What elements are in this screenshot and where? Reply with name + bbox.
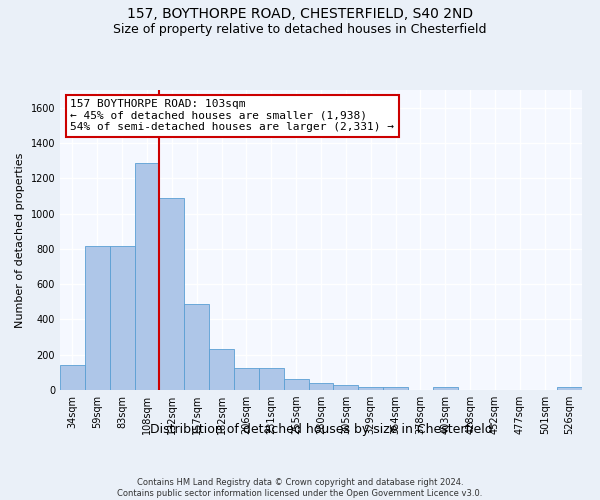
Bar: [234, 368, 259, 390]
Bar: [358, 388, 383, 390]
Bar: [85, 246, 110, 390]
Bar: [557, 388, 582, 390]
Bar: [134, 163, 160, 390]
Text: 157 BOYTHORPE ROAD: 103sqm
← 45% of detached houses are smaller (1,938)
54% of s: 157 BOYTHORPE ROAD: 103sqm ← 45% of deta…: [70, 99, 394, 132]
Text: Size of property relative to detached houses in Chesterfield: Size of property relative to detached ho…: [113, 22, 487, 36]
Bar: [184, 304, 209, 390]
Bar: [334, 385, 358, 390]
Text: Distribution of detached houses by size in Chesterfield: Distribution of detached houses by size …: [149, 422, 493, 436]
Bar: [60, 366, 85, 390]
Bar: [110, 246, 134, 390]
Bar: [284, 378, 308, 390]
Bar: [433, 388, 458, 390]
Bar: [160, 198, 184, 390]
Bar: [308, 383, 334, 390]
Y-axis label: Number of detached properties: Number of detached properties: [15, 152, 25, 328]
Bar: [259, 368, 284, 390]
Bar: [209, 348, 234, 390]
Text: 157, BOYTHORPE ROAD, CHESTERFIELD, S40 2ND: 157, BOYTHORPE ROAD, CHESTERFIELD, S40 2…: [127, 8, 473, 22]
Bar: [383, 388, 408, 390]
Text: Contains HM Land Registry data © Crown copyright and database right 2024.
Contai: Contains HM Land Registry data © Crown c…: [118, 478, 482, 498]
